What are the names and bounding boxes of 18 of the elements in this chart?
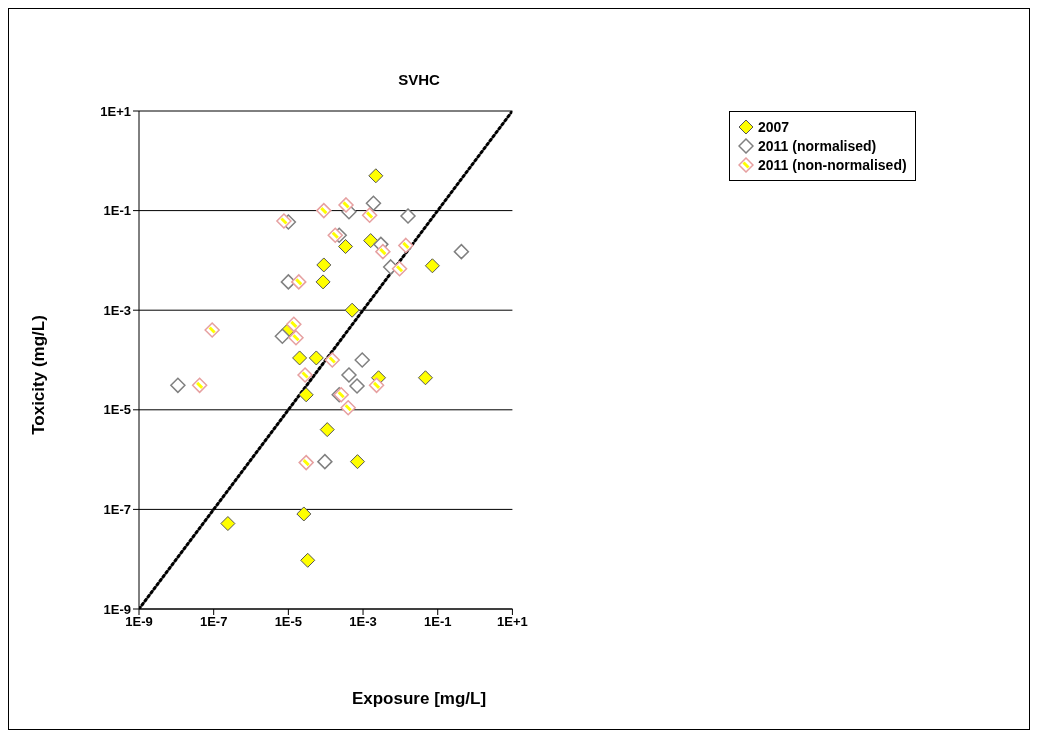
y-tick-label: 1E-9 [103,601,131,617]
y-tick-label: 1E-1 [103,203,131,219]
y-axis-title: Toxicity (mg/L) [29,315,49,435]
y-tick-label: 1E-3 [103,302,131,318]
x-tick-label: 1E-9 [125,614,153,630]
x-tick-label: 1E-5 [274,614,303,630]
x-tick-label: 1E-1 [423,614,452,630]
legend-label: 2007 [758,119,790,135]
x-tick-label: 1E+1 [497,614,528,630]
legend-label: 2011 (non-normalised) [758,157,907,173]
x-axis-title: Exposure [mg/L] [350,689,488,709]
y-tick-label: 1E-7 [103,502,131,518]
x-tick-label: 1E-3 [349,614,377,630]
x-tick-label: 1E-7 [199,614,228,630]
y-tick-label: 1E-5 [103,402,131,418]
legend-label: 2011 (normalised) [758,138,877,154]
y-tick-label: 1E+1 [100,103,131,119]
chart-title: SVHC [397,71,441,88]
